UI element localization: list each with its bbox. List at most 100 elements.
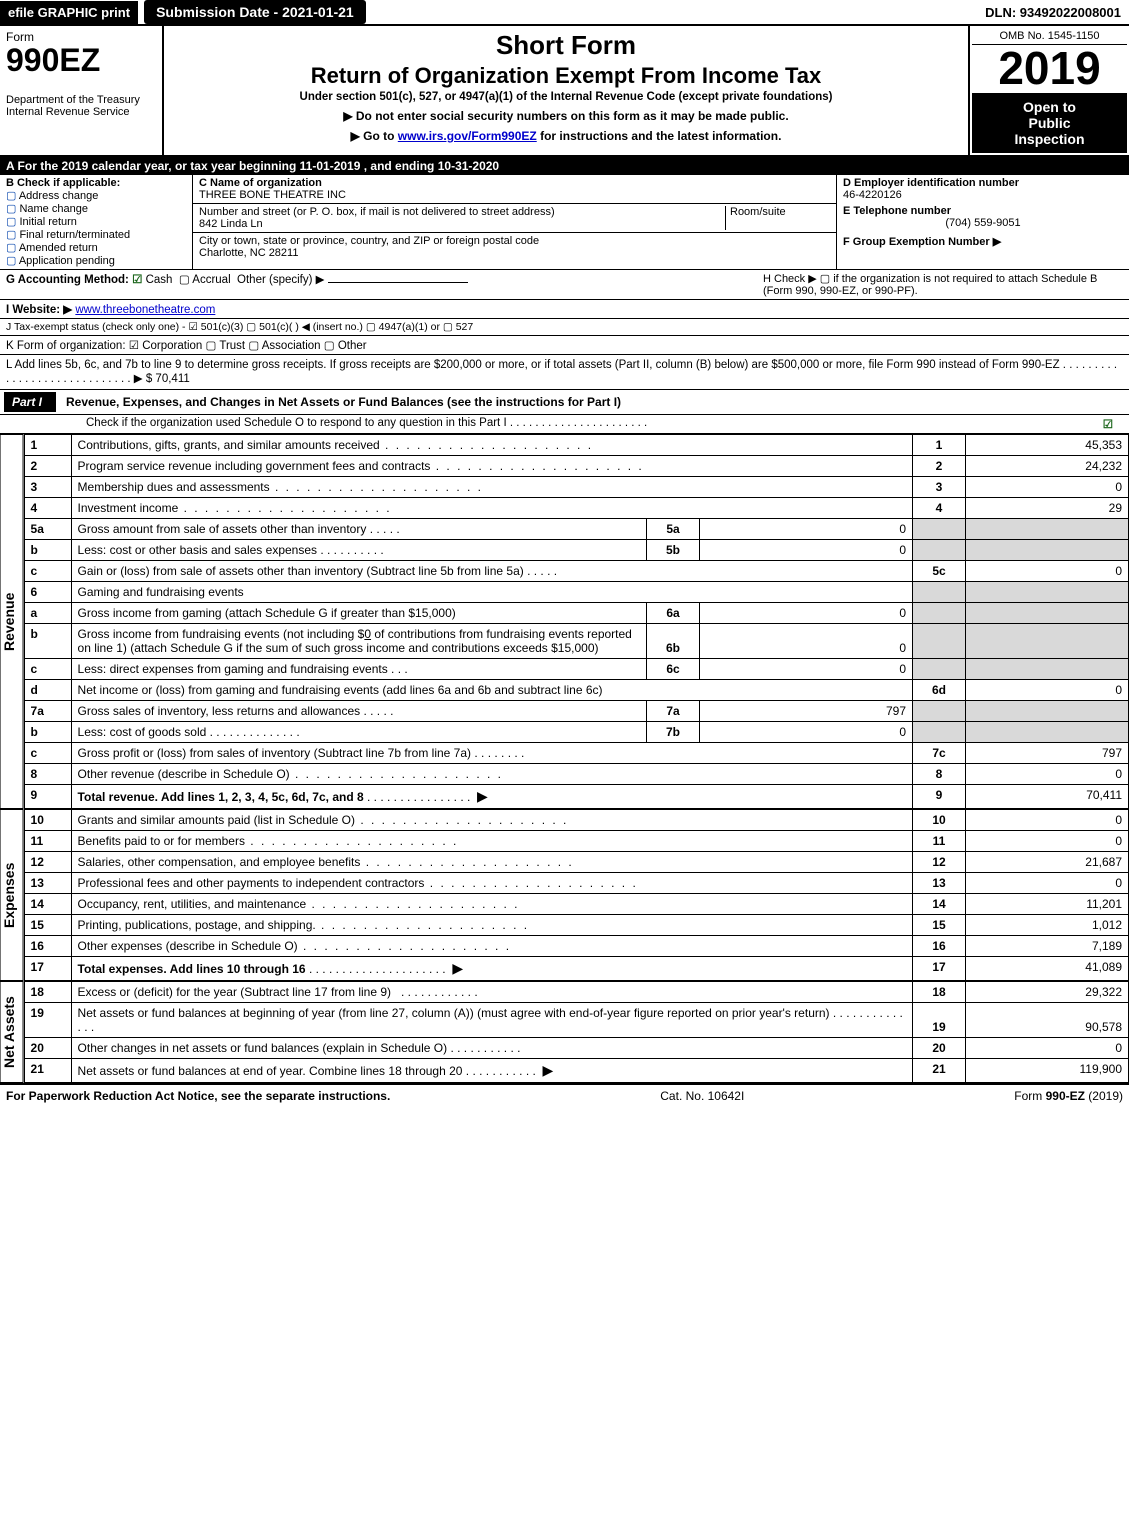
line3-desc: Membership dues and assessments	[78, 480, 270, 494]
table-row: 18Excess or (deficit) for the year (Subt…	[24, 982, 1128, 1003]
f-label: F Group Exemption Number ▶	[843, 235, 1123, 248]
line6a-desc: Gross income from gaming (attach Schedul…	[78, 606, 456, 620]
line5a-desc: Gross amount from sale of assets other t…	[78, 522, 367, 536]
line5b-desc: Less: cost or other basis and sales expe…	[78, 543, 317, 557]
table-row: 19Net assets or fund balances at beginni…	[24, 1003, 1128, 1038]
tax-year-big: 2019	[972, 45, 1127, 91]
org-name: THREE BONE THEATRE INC	[199, 189, 830, 201]
line6b-desc1: Gross income from fundraising events (no…	[78, 627, 365, 641]
box-de: D Employer identification number 46-4220…	[836, 175, 1129, 269]
org-info-row: B Check if applicable: ▢ Address change …	[0, 175, 1129, 270]
line7c-desc: Gross profit or (loss) from sales of inv…	[78, 746, 471, 760]
line6d-desc: Net income or (loss) from gaming and fun…	[71, 680, 912, 701]
footer-right: Form 990-EZ (2019)	[1014, 1089, 1123, 1103]
table-row: aGross income from gaming (attach Schedu…	[24, 603, 1128, 624]
h-text: H Check ▶ ▢ if the organization is not r…	[763, 272, 1123, 297]
side-expenses: Expenses	[0, 809, 24, 981]
table-row: cGain or (loss) from sale of assets othe…	[24, 561, 1128, 582]
line6-desc: Gaming and fundraising events	[71, 582, 912, 603]
city-value: Charlotte, NC 28211	[199, 247, 830, 259]
line14-val: 11,201	[966, 894, 1129, 915]
line-k: K Form of organization: ☑ Corporation ▢ …	[0, 336, 1129, 355]
line20-desc: Other changes in net assets or fund bala…	[78, 1041, 448, 1055]
line8-val: 0	[966, 764, 1129, 785]
cb-amended-label: Amended return	[19, 242, 98, 254]
line17-desc: Total expenses. Add lines 10 through 16	[78, 962, 306, 976]
footer-center: Cat. No. 10642I	[660, 1089, 744, 1103]
cb-final[interactable]: ▢	[6, 229, 19, 241]
table-row: dNet income or (loss) from gaming and fu…	[24, 680, 1128, 701]
cb-accrual[interactable]: ▢	[179, 274, 190, 286]
d-label: D Employer identification number	[843, 177, 1123, 189]
line7b-val: 0	[700, 722, 913, 743]
revenue-section: Revenue 1Contributions, gifts, grants, a…	[0, 434, 1129, 809]
header-center: Short Form Return of Organization Exempt…	[164, 26, 968, 155]
part1-checkbox[interactable]: ☑	[1103, 417, 1113, 431]
g-other-input[interactable]	[328, 282, 468, 283]
dept-treasury: Department of the Treasury	[6, 94, 156, 106]
cb-pending-label: Application pending	[19, 255, 115, 267]
line20-val: 0	[966, 1038, 1129, 1059]
efile-label[interactable]: efile GRAPHIC print	[0, 1, 138, 24]
cb-final-label: Final return/terminated	[19, 229, 130, 241]
line6d-val: 0	[966, 680, 1129, 701]
box-b: B Check if applicable: ▢ Address change …	[0, 175, 193, 269]
line5c-val: 0	[966, 561, 1129, 582]
part1-title: Revenue, Expenses, and Changes in Net As…	[66, 395, 621, 409]
line2-desc: Program service revenue including govern…	[78, 459, 431, 473]
cb-cash[interactable]: ☑	[132, 274, 142, 286]
note-goto-pre: ▶ Go to	[351, 129, 398, 143]
line11-desc: Benefits paid to or for members	[78, 834, 245, 848]
cb-amended[interactable]: ▢	[6, 242, 19, 254]
line-i: I Website: ▶ www.threebonetheatre.com	[0, 300, 1129, 319]
table-row: 2Program service revenue including gover…	[24, 456, 1128, 477]
g-cash: Cash	[146, 274, 173, 286]
footer-left: For Paperwork Reduction Act Notice, see …	[6, 1089, 390, 1103]
line-g-h: G Accounting Method: ☑ Cash ▢ Accrual Ot…	[0, 270, 1129, 300]
line7b-desc: Less: cost of goods sold	[78, 725, 207, 739]
cb-initial[interactable]: ▢	[6, 216, 19, 228]
table-row: 4Investment income429	[24, 498, 1128, 519]
line15-desc: Printing, publications, postage, and shi…	[78, 918, 316, 932]
note-goto-post: for instructions and the latest informat…	[537, 129, 782, 143]
line1-val: 45,353	[966, 435, 1129, 456]
street-label: Number and street (or P. O. box, if mail…	[199, 206, 725, 218]
website-link[interactable]: www.threebonetheatre.com	[75, 304, 215, 316]
line9-desc: Total revenue. Add lines 1, 2, 3, 4, 5c,…	[78, 790, 364, 804]
g-other: Other (specify) ▶	[237, 274, 324, 286]
line5b-val: 0	[700, 540, 913, 561]
table-row: bLess: cost of goods sold . . . . . . . …	[24, 722, 1128, 743]
line6c-val: 0	[700, 659, 913, 680]
part1-check-row: Check if the organization used Schedule …	[0, 415, 1129, 434]
cb-address[interactable]: ▢	[6, 190, 19, 202]
line5c-desc: Gain or (loss) from sale of assets other…	[78, 564, 524, 578]
table-row: 6Gaming and fundraising events	[24, 582, 1128, 603]
cb-pending[interactable]: ▢	[6, 255, 19, 267]
table-row: bGross income from fundraising events (n…	[24, 624, 1128, 659]
ein-value: 46-4220126	[843, 189, 1123, 201]
line12-val: 21,687	[966, 852, 1129, 873]
box-c-label: C Name of organization	[199, 177, 830, 189]
table-row: 16Other expenses (describe in Schedule O…	[24, 936, 1128, 957]
line7c-val: 797	[966, 743, 1129, 764]
header-right: OMB No. 1545-1150 2019 Open to Public In…	[968, 26, 1129, 155]
netassets-section: Net Assets 18Excess or (deficit) for the…	[0, 981, 1129, 1083]
form-number: 990EZ	[6, 44, 156, 76]
submission-date: Submission Date - 2021-01-21	[144, 0, 366, 24]
side-revenue: Revenue	[0, 434, 24, 809]
irs-link[interactable]: www.irs.gov/Form990EZ	[398, 129, 537, 143]
line5a-val: 0	[700, 519, 913, 540]
cb-name[interactable]: ▢	[6, 203, 19, 215]
line-j: J Tax-exempt status (check only one) - ☑…	[0, 319, 1129, 336]
line7a-desc: Gross sales of inventory, less returns a…	[78, 704, 361, 718]
form-header: Form 990EZ Department of the Treasury In…	[0, 26, 1129, 157]
line16-val: 7,189	[966, 936, 1129, 957]
table-row: 10Grants and similar amounts paid (list …	[24, 810, 1128, 831]
table-row: bLess: cost or other basis and sales exp…	[24, 540, 1128, 561]
line11-val: 0	[966, 831, 1129, 852]
note-goto: ▶ Go to www.irs.gov/Form990EZ for instru…	[172, 129, 960, 143]
main-title: Return of Organization Exempt From Incom…	[172, 63, 960, 89]
table-row: 13Professional fees and other payments t…	[24, 873, 1128, 894]
i-label: I Website: ▶	[6, 304, 72, 316]
revenue-table: 1Contributions, gifts, grants, and simil…	[24, 434, 1129, 809]
